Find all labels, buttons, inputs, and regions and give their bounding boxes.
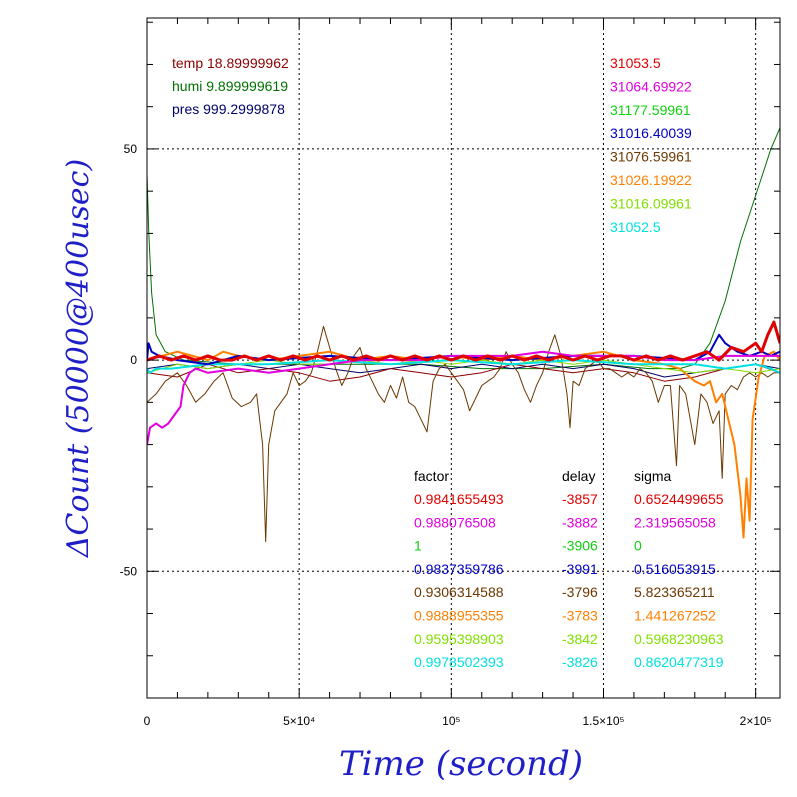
fit-table-header: delay: [562, 468, 595, 484]
y-tick-label: 0: [130, 353, 137, 367]
fit-table-cell: 0.9837359786: [414, 561, 504, 577]
fit-table-cell: 0.6524499655: [634, 491, 724, 507]
series-layer: [147, 127, 780, 543]
y-tick-label: 50: [124, 142, 138, 156]
fit-table-cell: -3826: [562, 654, 598, 670]
fit-table-cell: -3796: [562, 584, 598, 600]
fit-table-cell: 0.9978502393: [414, 654, 504, 670]
x-tick-label: 0: [144, 714, 151, 728]
series-line: [147, 350, 780, 539]
fit-table-cell: 0.516053915: [634, 561, 716, 577]
env-reading: humi 9.899999619: [172, 78, 288, 94]
x-tick-label: 5×10⁴: [283, 714, 315, 728]
fit-table-cell: 0.8620477319: [634, 654, 724, 670]
channel-value: 31016.40039: [610, 125, 692, 141]
series-line: [147, 350, 780, 445]
fit-table-cell: -3842: [562, 631, 598, 647]
env-reading: temp 18.89999962: [172, 55, 289, 71]
fit-table-header: factor: [414, 468, 449, 484]
annotations: temp 18.89999962 humi 9.899999619 pres 999…: [172, 55, 724, 670]
x-tick-label: 2×10⁵: [740, 714, 772, 728]
fit-table-cell: 0.5968230963: [634, 631, 724, 647]
channel-value: 31052.5: [610, 219, 661, 235]
channel-value: 31026.19922: [610, 172, 692, 188]
fit-table-cell: 0: [634, 538, 642, 554]
plot-frame: [146, 17, 781, 699]
x-tick-label: 1.5×10⁵: [582, 714, 624, 728]
fit-table-cell: -3991: [562, 561, 598, 577]
fit-table-cell: 0.9888955355: [414, 608, 504, 624]
fit-table-cell: 1.441267252: [634, 608, 716, 624]
y-tick-label: -50: [120, 564, 138, 578]
series-line: [147, 363, 780, 378]
fit-table-cell: -3882: [562, 514, 598, 530]
channel-value: 31053.5: [610, 55, 661, 71]
fit-table-cell: 0.9841655493: [414, 491, 504, 507]
fit-table-cell: 1: [414, 538, 422, 554]
y-axis-label: ΔCount (50000@400usec): [61, 159, 96, 558]
x-axis-label: Time (second): [339, 744, 583, 784]
x-tick-label: 10⁵: [442, 714, 460, 728]
tick-labels: 0 5×10⁴ 10⁵ 1.5×10⁵ 2×10⁵ 50 0 -50: [120, 142, 772, 728]
axis-ticks: [147, 18, 780, 698]
fit-table-cell: 0.9306314588: [414, 584, 504, 600]
fit-table-cell: 5.823365211: [634, 584, 715, 600]
fit-table-cell: -3857: [562, 491, 598, 507]
fit-table-cell: 2.319565058: [634, 514, 716, 530]
fit-table-header: sigma: [634, 468, 672, 484]
series-line: [147, 320, 780, 362]
channel-value: 31076.59961: [610, 149, 692, 165]
channel-value: 31016.09961: [610, 195, 692, 211]
fit-table-cell: -3906: [562, 538, 598, 554]
channel-value: 31177.59961: [610, 102, 691, 118]
series-line: [147, 359, 780, 374]
channel-value: 31064.69922: [610, 78, 692, 94]
series-line: [147, 325, 780, 543]
fit-table-cell: -3783: [562, 608, 598, 624]
fit-table-cell: 0.9595398903: [414, 631, 504, 647]
fit-table-cell: 0.988076508: [414, 514, 496, 530]
env-reading: pres 999.2999878: [172, 101, 285, 117]
